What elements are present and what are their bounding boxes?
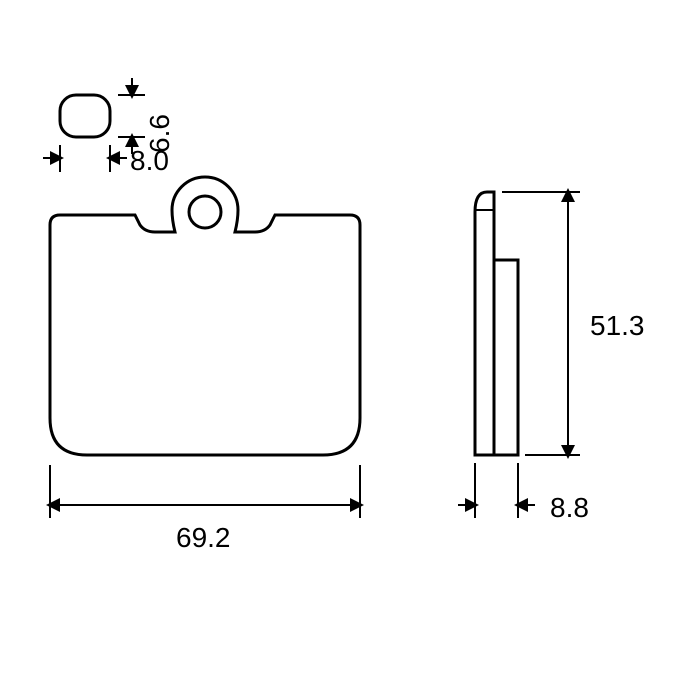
pin-shape [60, 95, 110, 137]
pin-height-dim [118, 78, 145, 154]
pin-width-label: 8.0 [130, 145, 169, 177]
pad-side-view [475, 192, 518, 455]
pad-width-label: 69.2 [176, 522, 231, 554]
diagram-container: 6.6 8.0 69.2 51.3 8.8 [0, 0, 700, 700]
pin-width-dim [43, 145, 127, 172]
pad-width-dim [50, 465, 360, 518]
pad-front-view [50, 177, 360, 455]
pad-height-label: 51.3 [590, 310, 645, 342]
pad-thickness-label: 8.8 [550, 492, 589, 524]
diagram-svg [0, 0, 700, 700]
pad-thickness-dim [458, 463, 535, 518]
